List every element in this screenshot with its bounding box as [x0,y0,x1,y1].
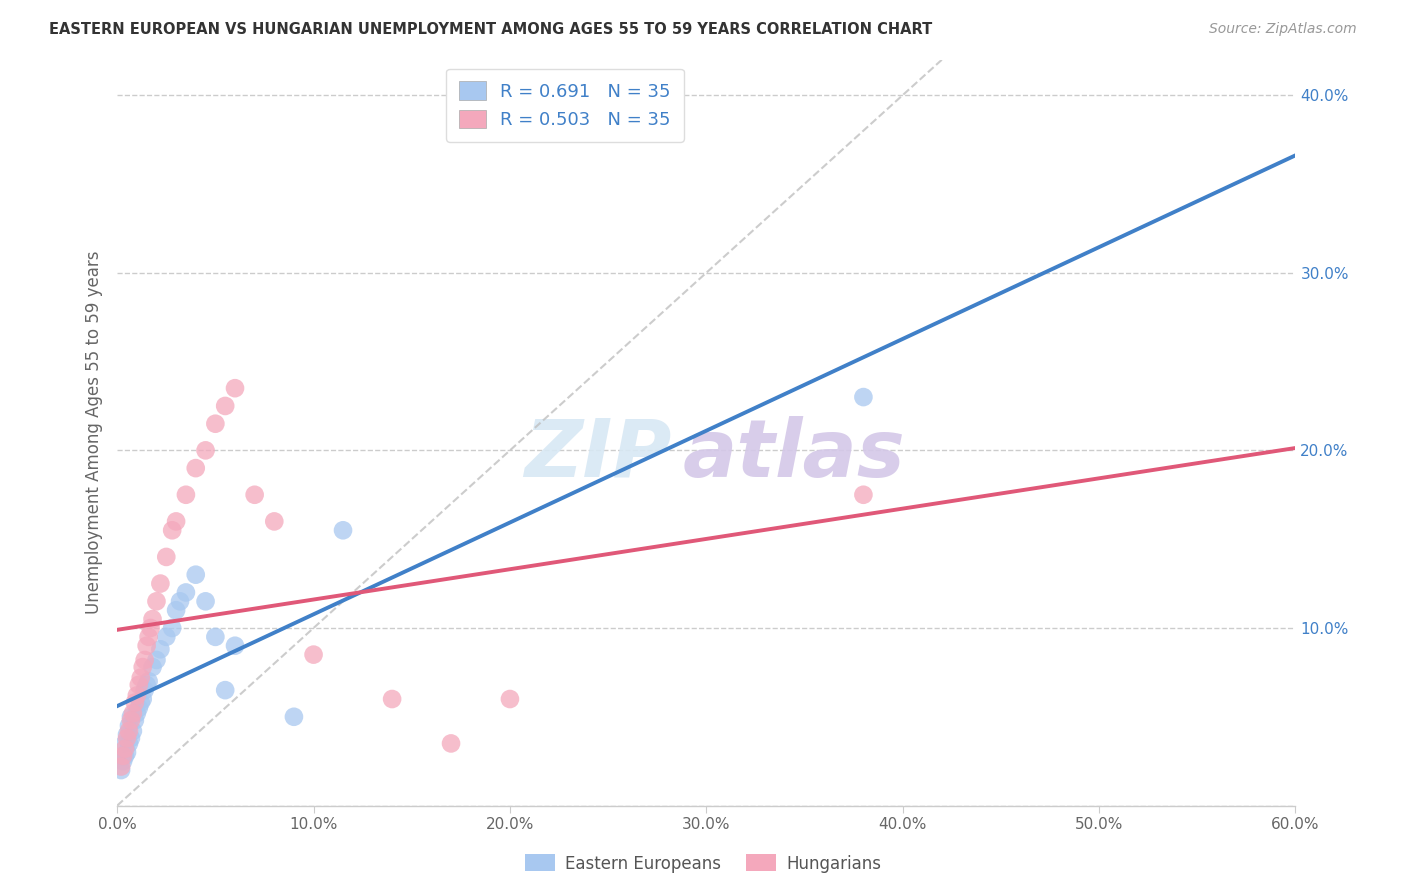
Point [122,706,145,721]
Point [120,714,142,728]
Point [155,630,177,644]
Point [110,759,132,773]
Text: EASTERN EUROPEAN VS HUNGARIAN UNEMPLOYMENT AMONG AGES 55 TO 59 YEARS CORRELATION: EASTERN EUROPEAN VS HUNGARIAN UNEMPLOYME… [49,22,932,37]
Point [115,727,138,741]
Legend: R = 0.691   N = 35, R = 0.503   N = 35: R = 0.691 N = 35, R = 0.503 N = 35 [446,69,683,142]
Point [214,399,236,413]
Legend: Eastern Europeans, Hungarians: Eastern Europeans, Hungarians [519,847,887,880]
Point [204,417,226,431]
Point [283,710,305,724]
Point [214,683,236,698]
Point [132,692,155,706]
Point [204,630,226,644]
Point [124,696,146,710]
Point [145,653,167,667]
Point [332,523,354,537]
Point [118,724,141,739]
Point [160,621,183,635]
Point [118,719,141,733]
Point [128,678,150,692]
Point [263,515,285,529]
Point [134,653,156,667]
Point [118,736,141,750]
Point [112,748,135,763]
Point [132,660,155,674]
Point [381,692,404,706]
Point [135,639,157,653]
Point [141,612,163,626]
Point [125,689,148,703]
Point [139,621,162,635]
Point [125,706,148,721]
Point [115,731,138,745]
Text: ZIP: ZIP [523,416,671,494]
Point [124,714,146,728]
Point [224,639,246,653]
Point [122,724,145,739]
Point [129,671,152,685]
Point [114,748,136,763]
Point [138,674,160,689]
Point [114,736,136,750]
Point [120,710,142,724]
Text: Source: ZipAtlas.com: Source: ZipAtlas.com [1209,22,1357,37]
Point [141,660,163,674]
Point [184,567,207,582]
Point [165,515,187,529]
Point [145,594,167,608]
Point [129,696,152,710]
Point [852,488,875,502]
Point [149,642,172,657]
Point [114,741,136,756]
Point [149,576,172,591]
Point [112,754,135,768]
Point [184,461,207,475]
Point [194,594,217,608]
Point [115,745,138,759]
Point [174,585,197,599]
Point [110,763,132,777]
Point [243,488,266,502]
Point [169,594,191,608]
Point [160,523,183,537]
Point [302,648,325,662]
Point [224,381,246,395]
Y-axis label: Unemployment Among Ages 55 to 59 years: Unemployment Among Ages 55 to 59 years [86,251,103,615]
Point [120,731,142,745]
Point [155,549,177,564]
Point [135,678,157,692]
Point [440,736,463,750]
Point [852,390,875,404]
Point [174,488,197,502]
Point [138,630,160,644]
Point [499,692,522,706]
Point [128,701,150,715]
Point [165,603,187,617]
Point [194,443,217,458]
Point [134,683,156,698]
Text: atlas: atlas [683,416,905,494]
